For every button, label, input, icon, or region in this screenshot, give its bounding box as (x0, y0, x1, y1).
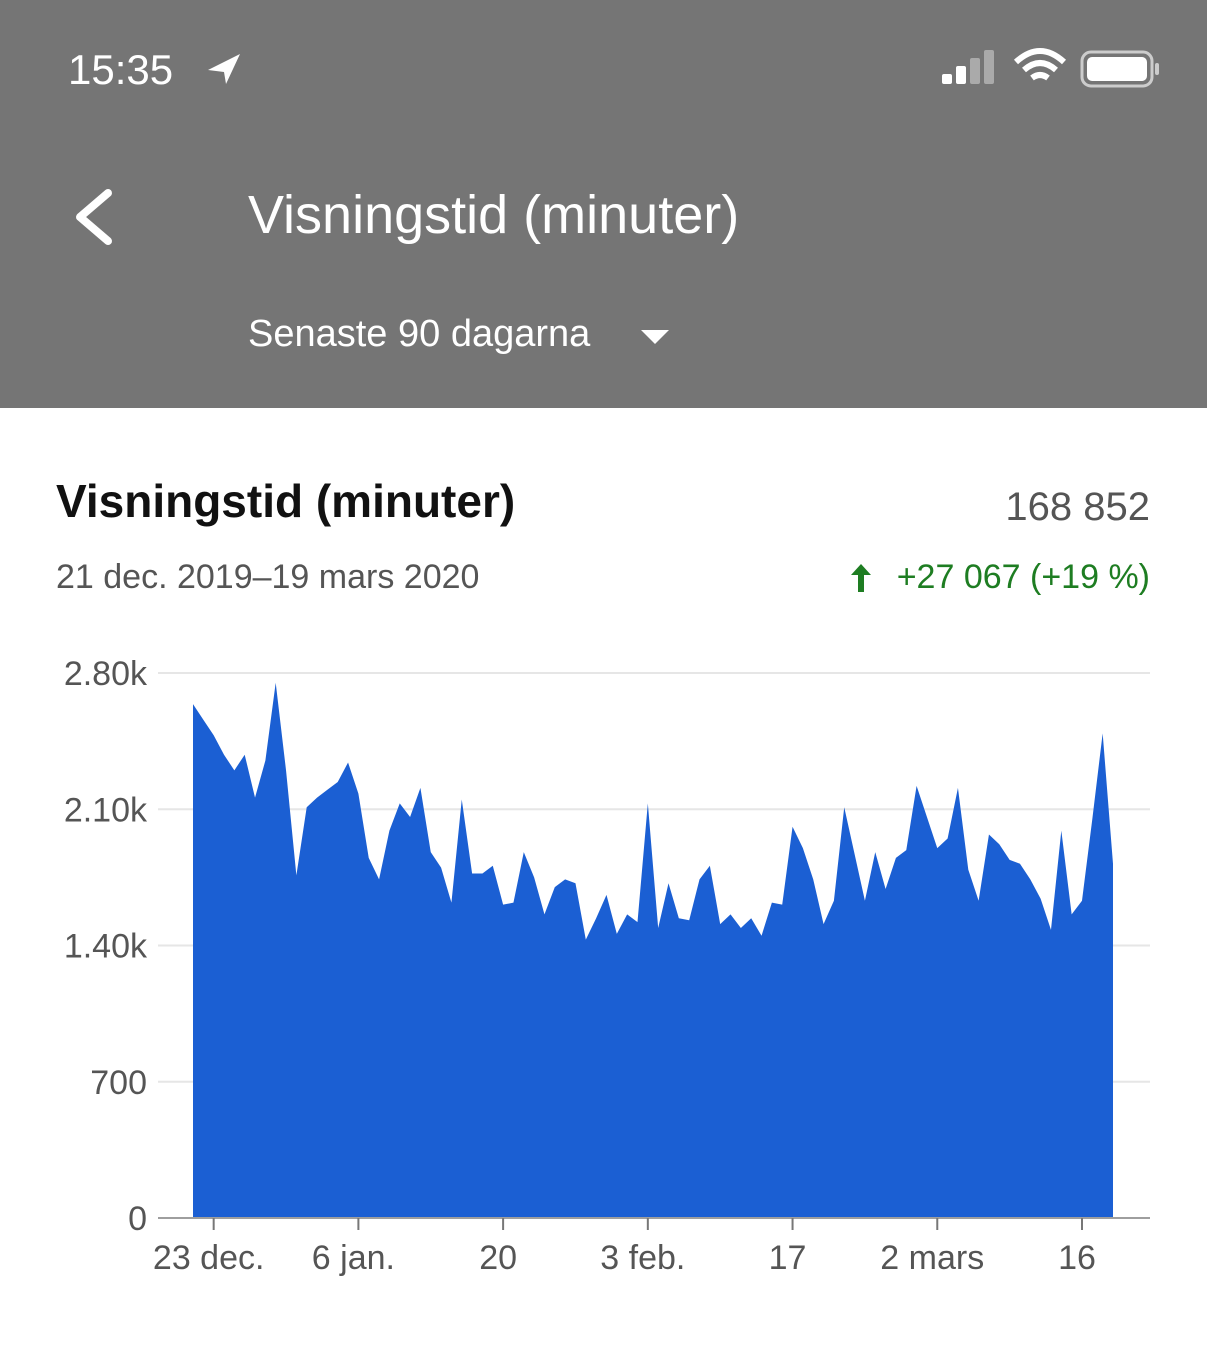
x-tick-label: 17 (769, 1239, 807, 1277)
header-icons (76, 48, 1159, 344)
battery-icon (1080, 50, 1154, 88)
x-tick-label: 16 (1058, 1239, 1096, 1277)
status-time: 15:35 (68, 46, 174, 93)
y-tick-label: 2.10k (64, 791, 148, 829)
y-tick-label: 700 (90, 1064, 147, 1102)
signal-bar (956, 66, 966, 84)
x-tick-label: 2 mars (880, 1239, 984, 1277)
area (193, 682, 1113, 1218)
x-tick-label: 23 dec. (153, 1239, 265, 1277)
header-title: Visningstid (minuter) (248, 185, 740, 245)
signal-bar (984, 50, 994, 84)
header: 15:35 Visningstid (minuter) Senaste 90 d… (0, 0, 1207, 408)
wifi-icon (1013, 48, 1067, 81)
y-tick-label: 2.80k (64, 655, 148, 693)
card-total: 168 852 (1005, 485, 1150, 529)
battery-level (1087, 57, 1147, 81)
signal-bar (970, 58, 980, 84)
back-button[interactable] (76, 189, 112, 245)
x-tick-label: 6 jan. (312, 1239, 395, 1277)
location-icon (208, 54, 240, 84)
battery-tip (1155, 63, 1159, 75)
card-title: Visningstid (minuter) (56, 475, 516, 527)
change: +27 067 (+19 %) (896, 558, 1150, 596)
y-tick-label: 1.40k (64, 928, 148, 966)
period-selector[interactable]: Senaste 90 dagarna (248, 313, 591, 355)
x-tick-label: 20 (479, 1239, 517, 1277)
dropdown-arrow[interactable] (641, 330, 669, 344)
y-tick-label: 0 (128, 1200, 147, 1238)
x-tick-label: 3 feb. (600, 1239, 685, 1277)
up-arrow (851, 564, 871, 592)
chart: 0 700 1.40k 2.10k 2.80k 23 dec. 6 jan. 20 3 feb.… (64, 655, 1150, 1277)
date-range: 21 dec. 2019–19 mars 2020 (56, 558, 480, 596)
signal-bar (942, 74, 952, 84)
